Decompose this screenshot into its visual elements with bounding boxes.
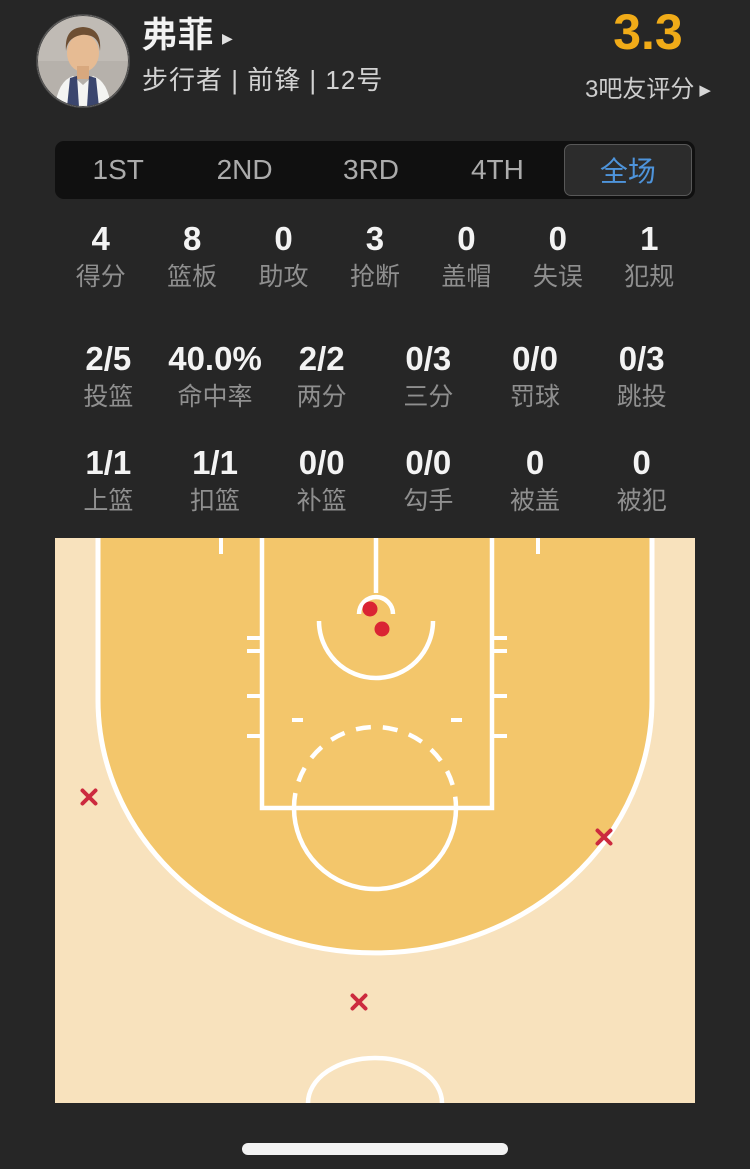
made-shot-dot bbox=[374, 621, 390, 637]
three-point-area bbox=[95, 538, 655, 956]
stat-3pt-label: 三分 bbox=[403, 383, 454, 411]
stat-turnovers: 0 失误 bbox=[512, 221, 603, 291]
player-team-info: 步行者 | 前锋 | 12号 bbox=[142, 65, 384, 95]
made-shot-dot bbox=[362, 601, 378, 617]
half-court-circle bbox=[305, 1055, 445, 1103]
stat-got-blocked-label: 被盖 bbox=[510, 487, 561, 515]
stat-got-blocked-value: 0 bbox=[525, 444, 545, 481]
player-avatar-image bbox=[37, 15, 129, 107]
tab-2nd-label: 2ND bbox=[216, 154, 273, 185]
stat-jumpshot-value: 0/3 bbox=[618, 340, 665, 377]
stat-fg-pct-value: 40.0% bbox=[168, 340, 262, 377]
stat-fouled-value: 0 bbox=[632, 444, 651, 481]
stat-putback-value: 0/0 bbox=[298, 444, 345, 481]
stat-fouls-label: 犯规 bbox=[624, 263, 675, 291]
lane-hash-marks bbox=[247, 636, 507, 738]
stat-steals-label: 抢断 bbox=[349, 263, 400, 291]
stat-fg: 2/5 投篮 bbox=[55, 341, 162, 411]
shot-chart bbox=[55, 538, 695, 1103]
stat-hook-value: 0/0 bbox=[405, 444, 452, 481]
stat-got-blocked: 0 被盖 bbox=[482, 445, 589, 515]
tab-4th-label: 4TH bbox=[470, 154, 524, 185]
free-throw-circle-solid bbox=[291, 807, 459, 892]
player-avatar[interactable] bbox=[36, 14, 130, 108]
tab-3rd-label: 3RD bbox=[343, 154, 400, 185]
stat-layup-label: 上篮 bbox=[83, 487, 134, 515]
tab-1st-label: 1ST bbox=[92, 154, 144, 185]
stat-assists-value: 0 bbox=[274, 220, 293, 257]
stat-fg-pct-label: 命中率 bbox=[177, 383, 253, 411]
tab-2nd[interactable]: 2ND bbox=[181, 141, 307, 199]
stat-row-shot-types: 1/1 上篮 1/1 扣篮 0/0 补篮 0/0 勾手 0 被盖 0 被犯 bbox=[55, 445, 695, 515]
home-indicator[interactable] bbox=[242, 1143, 508, 1155]
stat-row-shooting: 2/5 投篮 40.0% 命中率 2/2 两分 0/3 三分 0/0 罚球 0/3 跳投 bbox=[55, 341, 695, 411]
missed-shot-x bbox=[80, 788, 98, 806]
key-lane-lines bbox=[259, 538, 495, 811]
stat-fouled-label: 被犯 bbox=[616, 487, 667, 515]
stat-points-label: 得分 bbox=[75, 263, 126, 291]
stat-assists-label: 助攻 bbox=[258, 263, 309, 291]
stat-rebounds-label: 篮板 bbox=[167, 263, 218, 291]
stat-layup: 1/1 上篮 bbox=[55, 445, 162, 515]
stat-fouls: 1 犯规 bbox=[604, 221, 695, 291]
tab-full-game-label: 全场 bbox=[599, 156, 656, 187]
stat-3pt: 0/3 三分 bbox=[375, 341, 482, 411]
stat-rebounds-value: 8 bbox=[182, 220, 202, 257]
stat-steals: 3 抢断 bbox=[329, 221, 420, 291]
stat-2pt-label: 两分 bbox=[296, 383, 347, 411]
stat-putback-label: 补篮 bbox=[296, 487, 347, 515]
tab-full-game[interactable]: 全场 bbox=[563, 144, 693, 196]
stat-steals-value: 3 bbox=[365, 220, 385, 257]
stat-hook-label: 勾手 bbox=[403, 487, 454, 515]
player-name-row[interactable]: 弗菲 ▶ bbox=[142, 16, 233, 56]
stat-fouls-value: 1 bbox=[640, 220, 659, 257]
tab-1st[interactable]: 1ST bbox=[55, 141, 181, 199]
stat-ft-value: 0/0 bbox=[512, 340, 558, 377]
stat-row-basic: 4 得分 8 篮板 0 助攻 3 抢断 0 盖帽 0 失误 1 犯规 bbox=[55, 221, 695, 291]
stat-assists: 0 助攻 bbox=[238, 221, 329, 291]
free-throw-circle-dashed bbox=[291, 724, 459, 809]
stat-ft: 0/0 罚球 bbox=[482, 341, 589, 411]
rating-value: 3.3 bbox=[613, 4, 683, 60]
stat-jumpshot-label: 跳投 bbox=[616, 383, 667, 411]
stat-turnovers-label: 失误 bbox=[532, 263, 583, 291]
rating-block[interactable]: 3.3 3吧友评分 ▶ bbox=[568, 6, 728, 104]
stat-fg-value: 2/5 bbox=[85, 340, 132, 377]
missed-shot-x bbox=[350, 993, 368, 1011]
stat-turnovers-value: 0 bbox=[548, 220, 567, 257]
stat-2pt: 2/2 两分 bbox=[268, 341, 375, 411]
stat-hook: 0/0 勾手 bbox=[375, 445, 482, 515]
restricted-area-arc bbox=[316, 620, 436, 681]
rating-arrow-icon: ▶ bbox=[699, 82, 711, 99]
stat-2pt-value: 2/2 bbox=[298, 340, 345, 377]
stat-fouled: 0 被犯 bbox=[588, 445, 695, 515]
stat-3pt-value: 0/3 bbox=[405, 340, 452, 377]
stat-blocks-value: 0 bbox=[457, 220, 476, 257]
stat-points: 4 得分 bbox=[55, 221, 146, 291]
stat-dunk-label: 扣篮 bbox=[190, 487, 241, 515]
stat-dunk: 1/1 扣篮 bbox=[162, 445, 269, 515]
stat-blocks-label: 盖帽 bbox=[441, 263, 492, 291]
player-name: 弗菲 bbox=[142, 16, 215, 55]
rating-label: 3吧友评分 bbox=[585, 76, 695, 103]
tab-4th[interactable]: 4TH bbox=[434, 141, 560, 199]
missed-shot-x bbox=[595, 828, 613, 846]
tab-3rd[interactable]: 3RD bbox=[308, 141, 434, 199]
stat-dunk-value: 1/1 bbox=[192, 444, 238, 481]
stat-points-value: 4 bbox=[91, 220, 110, 257]
stat-jumpshot: 0/3 跳投 bbox=[588, 341, 695, 411]
stat-fg-pct: 40.0% 命中率 bbox=[162, 341, 269, 411]
stat-blocks: 0 盖帽 bbox=[421, 221, 512, 291]
name-arrow-icon: ▶ bbox=[222, 29, 233, 46]
stat-fg-label: 投篮 bbox=[83, 383, 134, 411]
stat-layup-value: 1/1 bbox=[85, 444, 132, 481]
stat-putback: 0/0 补篮 bbox=[268, 445, 375, 515]
baseline-ticks bbox=[219, 538, 540, 554]
basket-rim bbox=[356, 594, 396, 615]
stat-rebounds: 8 篮板 bbox=[146, 221, 237, 291]
shot-chart-svg bbox=[55, 538, 695, 1103]
quarter-tabbar: 1ST 2ND 3RD 4TH 全场 bbox=[55, 141, 695, 199]
stat-ft-label: 罚球 bbox=[510, 383, 561, 411]
